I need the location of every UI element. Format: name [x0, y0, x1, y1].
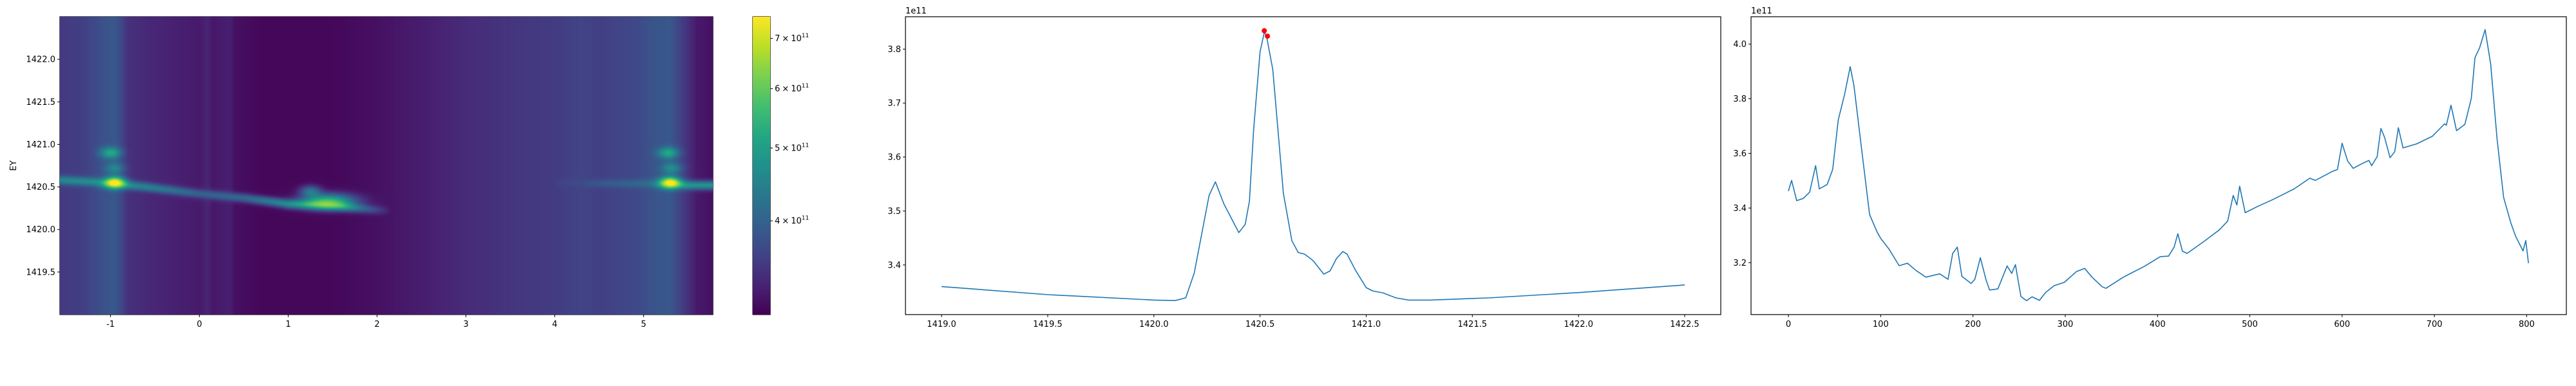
- tick-exponent: 11: [802, 216, 809, 222]
- y-tick-label: 3.5: [887, 207, 901, 216]
- line-plot-peak-axes: 1419.0 1419.5 1420.0 1420.5 1421.0 1421.5 1422…: [887, 6, 1721, 329]
- y-offset-text: 1e11: [905, 6, 927, 16]
- colorbar-gradient: [753, 17, 770, 315]
- colorbar-tick-label: 5 × 1011: [775, 143, 809, 154]
- y-tick-label: 1421.5: [26, 98, 56, 107]
- x-tick-label: 5: [641, 320, 646, 329]
- colorbar-tick-label: 6 × 1011: [775, 83, 809, 94]
- y-tick-label: 1420.0: [26, 225, 56, 235]
- axes-frame: [905, 16, 1721, 315]
- y-tick-label: 3.6: [887, 153, 901, 163]
- y-offset-text: 1e11: [1751, 6, 1772, 16]
- y-tick-label: 3.2: [1733, 259, 1747, 268]
- x-tick-label: 600: [2334, 320, 2350, 329]
- x-tick-label: 500: [2242, 320, 2258, 329]
- data-series-line: [941, 32, 1685, 301]
- y-tick-label: 1420.5: [26, 183, 56, 192]
- y-tick-label: 4.0: [1733, 40, 1747, 50]
- x-tick-label: 1420.0: [1139, 320, 1169, 329]
- data-series-line: [1788, 29, 2529, 302]
- x-tick-label: 700: [2427, 320, 2443, 329]
- x-tick-label: 0: [196, 320, 202, 329]
- peak-marker: [1262, 28, 1267, 33]
- x-tick-label: 2: [374, 320, 379, 329]
- y-tick-label: 1422.0: [26, 55, 56, 65]
- tick-times: ×: [782, 144, 789, 154]
- x-tick-label: 300: [2058, 320, 2074, 329]
- x-tick-label: -1: [106, 320, 115, 329]
- x-tick-label: 1419.0: [927, 320, 956, 329]
- tick-base: 10: [791, 84, 802, 94]
- x-tick-label: 1422.0: [1564, 320, 1593, 329]
- x-tick-label: 1421.5: [1458, 320, 1488, 329]
- colorbar-tick-label: 7 × 1011: [775, 33, 809, 44]
- tick-exponent: 11: [802, 83, 809, 89]
- x-tick-label: 1: [285, 320, 290, 329]
- y-tick-label: 3.7: [887, 99, 901, 109]
- x-tick-label: 400: [2150, 320, 2166, 329]
- x-tick-label: 0: [1786, 320, 1791, 329]
- tick-mantissa: 7: [775, 34, 780, 44]
- peak-marker: [1265, 33, 1271, 39]
- y-tick-label: 3.4: [1733, 204, 1747, 214]
- x-tick-label: 1422.5: [1670, 320, 1700, 329]
- line-plot-profile-axes: 0 100 200 300 400 500 600 700 800 3.2 3.4 3.6 3.8 4.0…: [1733, 6, 2567, 329]
- y-tick-label: 1419.5: [26, 268, 56, 277]
- y-tick-label: 3.4: [887, 261, 901, 270]
- axes-frame: [1750, 16, 2567, 315]
- x-tick-label: 4: [552, 320, 557, 329]
- x-tick-label: 100: [1873, 320, 1889, 329]
- y-tick-label: 3.8: [887, 45, 901, 55]
- tick-exponent: 11: [802, 143, 809, 149]
- x-tick-label: 1420.5: [1245, 320, 1275, 329]
- tick-exponent: 11: [802, 33, 809, 39]
- y-tick-label: 3.6: [1733, 149, 1747, 159]
- tick-times: ×: [782, 217, 789, 226]
- x-tick-label: 800: [2519, 320, 2535, 329]
- tick-base: 10: [791, 144, 802, 154]
- y-tick-label: 3.8: [1733, 95, 1747, 104]
- x-tick-label: 1419.5: [1033, 320, 1063, 329]
- tick-times: ×: [782, 34, 789, 44]
- tick-mantissa: 5: [775, 144, 780, 154]
- y-tick-label: 1421.0: [26, 140, 56, 150]
- heatmap-image: [60, 17, 713, 315]
- tick-times: ×: [782, 84, 789, 94]
- colorbar-tick-label: 4 × 1011: [775, 216, 809, 226]
- tick-base: 10: [791, 217, 802, 226]
- x-tick-label: 1421.0: [1352, 320, 1381, 329]
- tick-base: 10: [791, 34, 802, 44]
- tick-mantissa: 6: [775, 84, 780, 94]
- x-tick-label: 200: [1965, 320, 1981, 329]
- y-axis-label: EY: [9, 160, 19, 170]
- tick-mantissa: 4: [775, 217, 780, 226]
- x-tick-label: 3: [463, 320, 468, 329]
